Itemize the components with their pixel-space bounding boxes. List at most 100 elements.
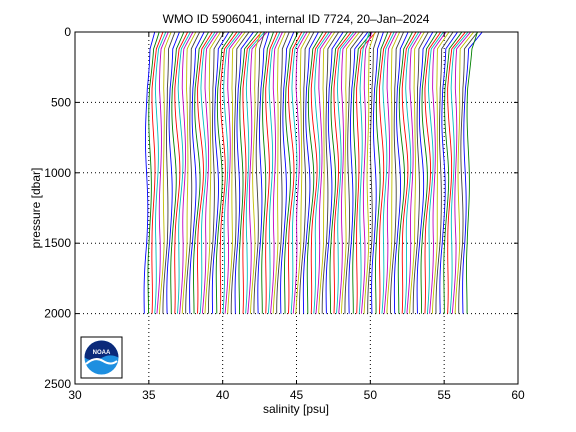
salinity-profile-line (234, 31, 254, 314)
x-tick-label: 35 (142, 388, 156, 402)
salinity-profile-line (261, 31, 274, 314)
salinity-profile-line (159, 31, 172, 314)
salinity-profile-line (193, 31, 209, 314)
salinity-profile-line (181, 31, 197, 314)
salinity-profile-line (458, 31, 479, 314)
salinity-profile-line (189, 31, 205, 314)
x-tick-label: 50 (364, 388, 378, 402)
salinity-profile-line (284, 31, 299, 314)
noaa-logo-text: NOAA (93, 350, 111, 356)
salinity-profile-line (439, 31, 458, 314)
salinity-profile-line (454, 31, 475, 314)
salinity-profile-line (272, 31, 286, 314)
salinity-profile-line (177, 31, 191, 314)
salinity-profile-line (318, 31, 336, 314)
salinity-profile-line (280, 31, 295, 314)
salinity-profile-line (363, 31, 376, 314)
salinity-profile-line (250, 31, 262, 314)
salinity-profile-line (449, 31, 469, 314)
salinity-profile-line (154, 31, 167, 314)
salinity-profile-line (367, 31, 380, 314)
salinity-profile-line (219, 31, 238, 314)
salinity-profile-line (247, 31, 268, 314)
salinity-profile-line (429, 31, 447, 314)
salinity-profile-line (390, 31, 405, 314)
salinity-profile-line (358, 31, 370, 314)
profile-layer (143, 31, 483, 314)
salinity-profile-line (222, 31, 241, 314)
salinity-profile-line (412, 31, 429, 314)
salinity-profile-line (325, 31, 344, 314)
salinity-profile-line (426, 31, 444, 314)
salinity-profile-line (253, 31, 266, 314)
salinity-profile-line (151, 31, 164, 314)
salinity-profile-line (336, 31, 355, 314)
y-tick-label: 1000 (44, 166, 71, 180)
salinity-profile-line (197, 31, 213, 314)
salinity-profile-line (290, 31, 306, 314)
salinity-profile-line (386, 31, 401, 314)
salinity-profile-line (245, 31, 265, 314)
salinity-profile-line (201, 31, 219, 314)
salinity-profile-line (378, 31, 392, 314)
salinity-profile-line (306, 31, 324, 314)
salinity-profile-line (352, 31, 373, 314)
salinity-profile-line (227, 31, 246, 314)
salinity-profile-line (361, 31, 373, 314)
salinity-profile-line (451, 31, 471, 314)
y-tick-label: 1500 (44, 236, 71, 250)
salinity-profile-line (381, 31, 395, 314)
salinity-profile-line (238, 31, 259, 314)
salinity-profile-line (420, 31, 438, 314)
salinity-profile-line (313, 31, 330, 314)
salinity-profile-line (375, 31, 389, 314)
salinity-profile-line (344, 31, 364, 314)
salinity-profile-line (302, 31, 319, 314)
salinity-profile-line (143, 31, 156, 314)
x-tick-label: 45 (290, 388, 304, 402)
salinity-profile-line (466, 31, 478, 314)
salinity-profile-line (338, 31, 357, 314)
noaa-logo: NOAA (80, 336, 123, 379)
salinity-profile-line (409, 31, 425, 314)
salinity-profile-line (199, 31, 216, 314)
salinity-profile-line (404, 31, 420, 314)
salinity-profile-line (462, 31, 483, 314)
salinity-profile-line (276, 31, 290, 314)
x-tick-label: 60 (511, 388, 525, 402)
salinity-profile-line (416, 31, 434, 314)
salinity-profile-line (295, 31, 311, 314)
salinity-profile-line (265, 31, 278, 314)
x-axis-label: salinity [psu] (263, 402, 329, 416)
salinity-profile-line (348, 31, 369, 314)
salinity-profile-line (424, 31, 442, 314)
salinity-profile-line (299, 31, 315, 314)
salinity-profile-line (267, 31, 281, 314)
salinity-profile-line (431, 31, 450, 314)
x-tick-label: 55 (437, 388, 451, 402)
salinity-profile-line (204, 31, 221, 314)
x-tick-label: 30 (68, 388, 82, 402)
salinity-profile-line (443, 31, 463, 314)
salinity-profile-line (215, 31, 234, 314)
salinity-profile-line (333, 31, 352, 314)
salinity-profile-line (174, 31, 189, 314)
salinity-profile-line (340, 31, 360, 314)
salinity-profile-line (435, 31, 454, 314)
salinity-profile-line (156, 31, 169, 314)
salinity-profile-line (292, 31, 308, 314)
y-axis-label: pressure [dbar] (29, 168, 43, 249)
salinity-profile-line (257, 31, 270, 314)
y-tick-label: 2500 (44, 377, 71, 391)
salinity-profile-line (310, 31, 327, 314)
salinity-profile-line (185, 31, 201, 314)
x-tick-label: 40 (216, 388, 230, 402)
salinity-profile-line (147, 31, 160, 314)
salinity-profile-line (211, 31, 230, 314)
salinity-profile-line (224, 31, 243, 314)
salinity-profile-line (397, 31, 413, 314)
salinity-profile-line (371, 31, 384, 314)
salinity-profile-line (447, 31, 466, 314)
